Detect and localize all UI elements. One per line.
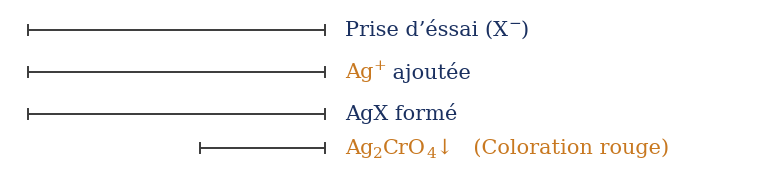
Text: Prise d’éssai (X: Prise d’éssai (X: [345, 20, 508, 40]
Text: AgX formé: AgX formé: [345, 104, 457, 125]
Text: ↓   (Coloration rouge): ↓ (Coloration rouge): [436, 138, 669, 158]
Text: ajoutée: ajoutée: [386, 62, 471, 83]
Text: −: −: [508, 17, 521, 31]
Text: Ag: Ag: [345, 138, 373, 158]
Text: CrO: CrO: [383, 138, 426, 158]
Text: +: +: [373, 59, 386, 73]
Text: Ag: Ag: [345, 62, 373, 82]
Text: ): ): [521, 20, 529, 40]
Text: 4: 4: [426, 147, 436, 161]
Text: 2: 2: [373, 147, 383, 161]
